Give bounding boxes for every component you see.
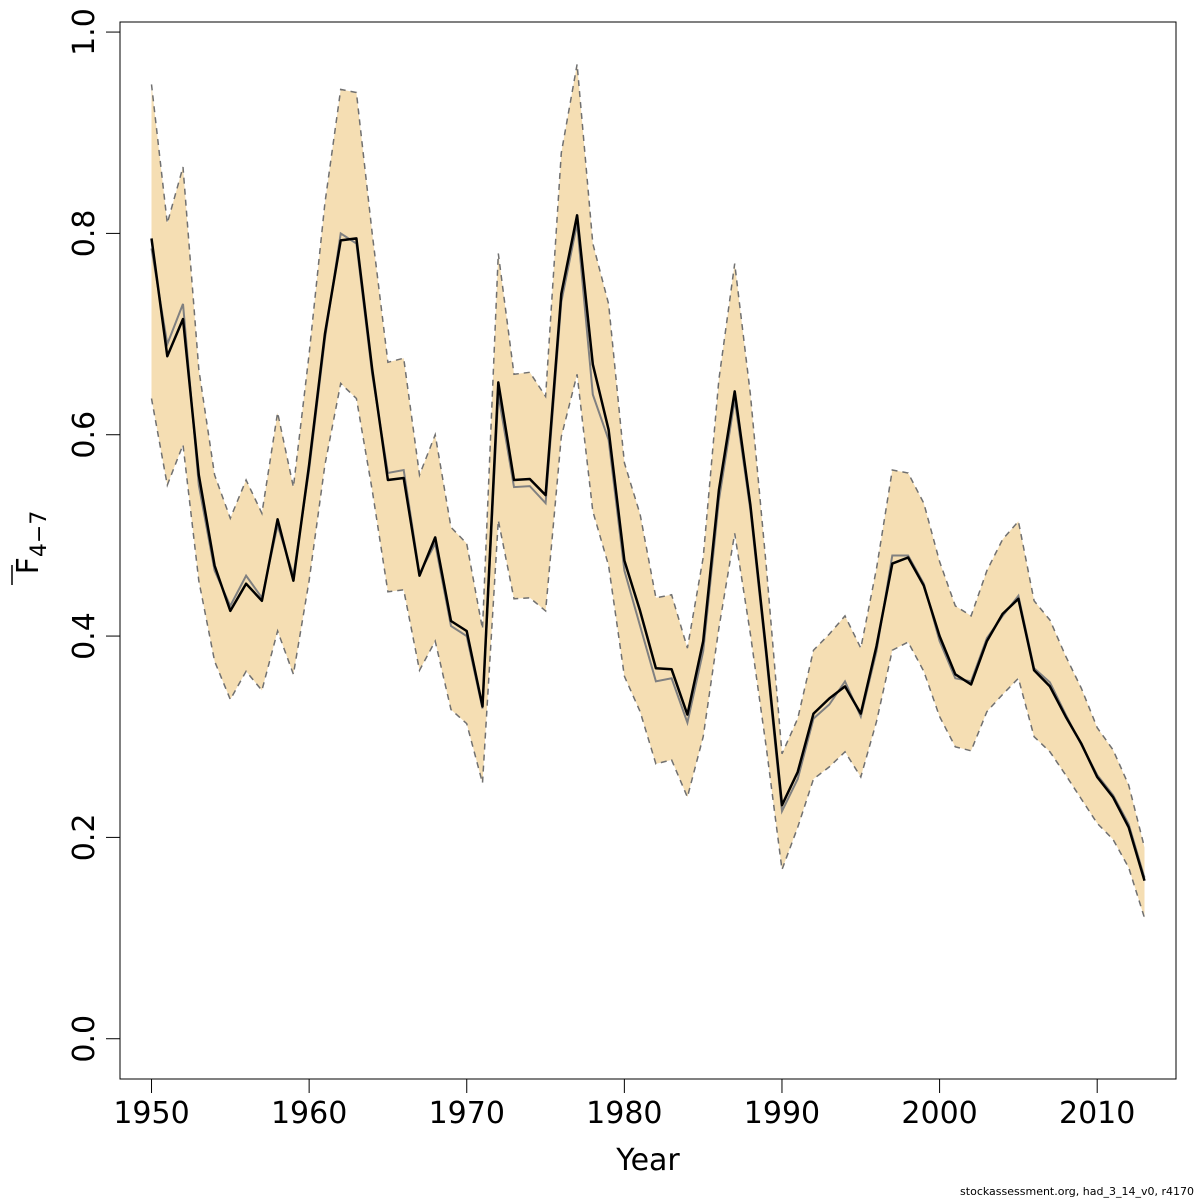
y-tick-label: 0.2 <box>67 814 102 862</box>
estimate-line <box>150 214 1146 882</box>
y-tick-label: 0.4 <box>67 612 102 660</box>
x-tick-label: 1990 <box>744 1096 820 1131</box>
y-axis-title-subscript: 4−7 <box>27 511 52 557</box>
y-axis: 0.0 0.2 0.4 0.6 0.8 1.0 <box>67 8 121 1063</box>
x-axis-title: Year <box>615 1143 680 1178</box>
x-tick-label: 1970 <box>429 1096 505 1131</box>
y-axis-title-main: F <box>11 557 46 574</box>
upper-bound-line <box>150 64 1146 848</box>
footer-credit: stockassessment.org, had_3_14_v0, r4170 <box>960 1185 1194 1198</box>
y-tick-label: 0.0 <box>67 1015 102 1063</box>
lower-bound-line <box>150 374 1146 919</box>
series-lines <box>150 214 1146 882</box>
x-tick-label: 2000 <box>901 1096 977 1131</box>
x-tick-label: 1960 <box>271 1096 347 1131</box>
x-axis: 1950 1960 1970 1980 1990 2000 2010 <box>113 1078 1135 1131</box>
x-tick-label: 1950 <box>113 1096 189 1131</box>
y-axis-title-text: F4−7 <box>11 511 52 575</box>
y-tick-label: 0.8 <box>67 210 102 258</box>
x-tick-label: 1980 <box>586 1096 662 1131</box>
y-tick-label: 0.6 <box>67 411 102 459</box>
y-axis-title: F4−7 <box>11 511 52 585</box>
x-tick-label: 2010 <box>1059 1096 1135 1131</box>
y-tick-label: 1.0 <box>67 8 102 56</box>
confidence-bounds <box>150 64 1146 919</box>
